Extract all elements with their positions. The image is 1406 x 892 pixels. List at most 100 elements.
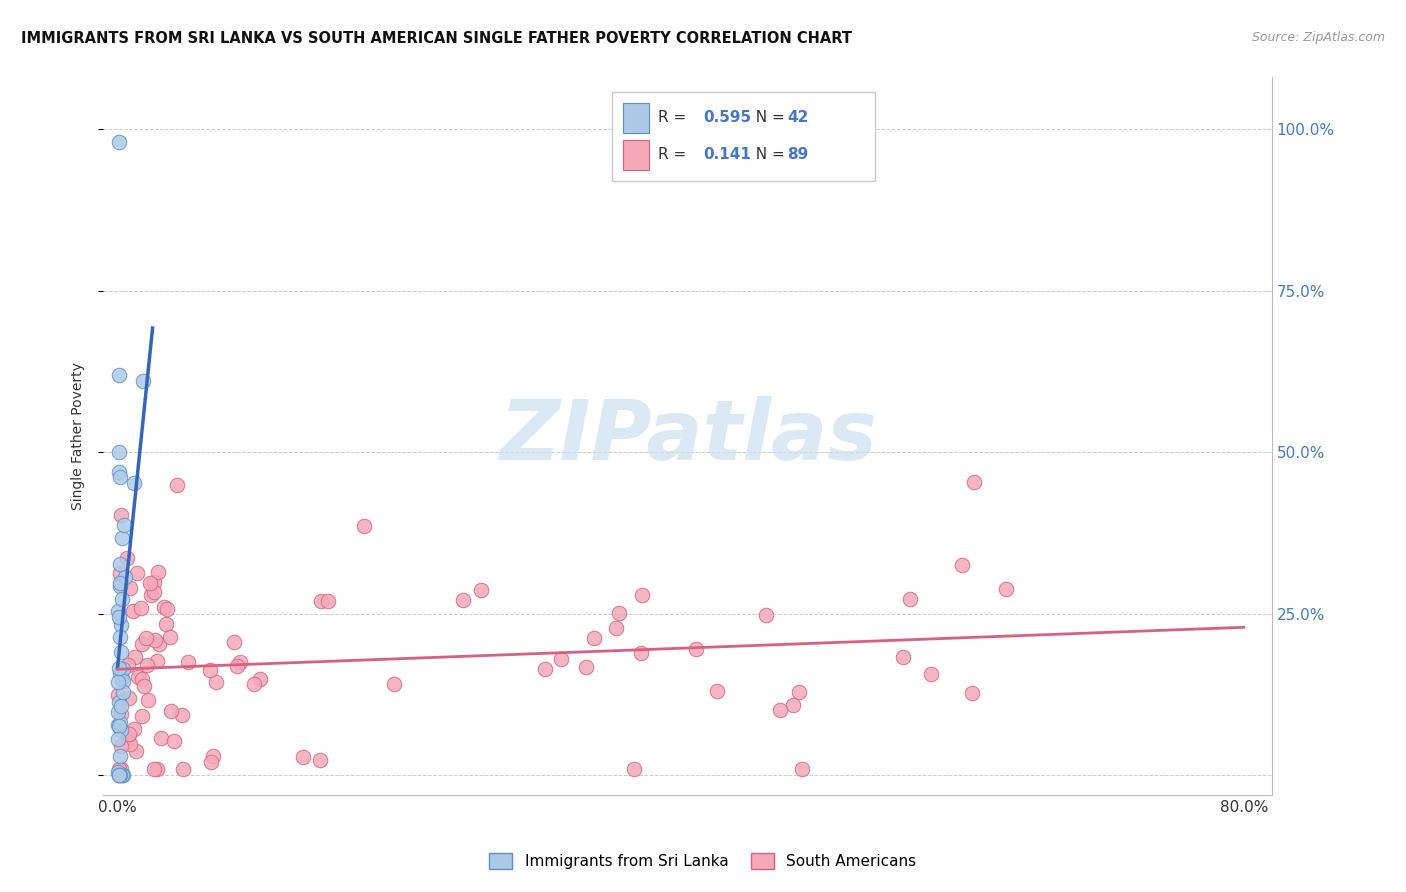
Point: [166, 477, 188, 491]
Point: [630, 646, 652, 660]
Point: [142, 584, 165, 599]
Point: [706, 684, 728, 698]
Point: [107, 688, 129, 702]
Point: [125, 744, 148, 758]
Point: [108, 715, 131, 730]
Point: [316, 594, 339, 608]
Point: [124, 649, 146, 664]
Point: [143, 632, 166, 647]
Point: [131, 637, 153, 651]
Point: [311, 593, 333, 607]
Point: [782, 698, 804, 712]
Point: [108, 630, 131, 644]
Point: [111, 531, 134, 545]
Point: [136, 693, 159, 707]
Point: [172, 762, 194, 776]
Point: [117, 731, 139, 746]
Text: IMMIGRANTS FROM SRI LANKA VS SOUTH AMERICAN SINGLE FATHER POVERTY CORRELATION CH: IMMIGRANTS FROM SRI LANKA VS SOUTH AMERI…: [21, 31, 852, 46]
Point: [129, 600, 152, 615]
Point: [110, 618, 132, 632]
Point: [107, 705, 129, 719]
Point: [108, 470, 131, 484]
Point: [229, 655, 252, 669]
Point: [112, 662, 135, 676]
Point: [200, 755, 222, 769]
Point: [108, 762, 131, 776]
Point: [202, 748, 225, 763]
Text: R =: R =: [658, 147, 696, 162]
Text: 0.595: 0.595: [703, 110, 751, 125]
Point: [550, 652, 572, 666]
Text: ZIPatlas: ZIPatlas: [499, 395, 876, 476]
Point: [135, 657, 157, 672]
Point: [308, 753, 330, 767]
Point: [623, 762, 645, 776]
Point: [110, 645, 132, 659]
Point: [787, 684, 810, 698]
Point: [222, 634, 245, 648]
Point: [148, 566, 170, 580]
Point: [249, 672, 271, 686]
Point: [159, 630, 181, 644]
Point: [108, 566, 131, 581]
Text: Source: ZipAtlas.com: Source: ZipAtlas.com: [1251, 31, 1385, 45]
Point: [108, 579, 131, 593]
Point: [891, 650, 914, 665]
Point: [111, 592, 134, 607]
Point: [382, 677, 405, 691]
Point: [135, 631, 157, 645]
Point: [108, 768, 131, 782]
Point: [534, 662, 557, 676]
Point: [107, 135, 129, 149]
Point: [108, 695, 131, 709]
Point: [108, 661, 131, 675]
Point: [898, 592, 921, 607]
Point: [148, 637, 170, 651]
Text: N =: N =: [747, 110, 790, 125]
Point: [110, 762, 132, 776]
Point: [111, 768, 134, 782]
Point: [960, 686, 983, 700]
Point: [111, 684, 134, 698]
Point: [631, 587, 654, 601]
Point: [226, 659, 249, 673]
Point: [107, 732, 129, 747]
Text: 42: 42: [787, 110, 808, 125]
Point: [122, 722, 145, 736]
Point: [963, 475, 986, 489]
Point: [127, 566, 149, 580]
Point: [108, 768, 131, 782]
Point: [146, 654, 169, 668]
Point: [108, 465, 131, 479]
Point: [769, 703, 792, 717]
Point: [790, 762, 813, 776]
Point: [134, 679, 156, 693]
Point: [107, 765, 129, 780]
FancyBboxPatch shape: [623, 103, 650, 133]
Point: [163, 733, 186, 747]
Text: R =: R =: [658, 110, 692, 125]
Text: 0.141: 0.141: [703, 147, 751, 162]
Point: [755, 607, 778, 622]
Point: [110, 739, 132, 754]
Point: [110, 723, 132, 738]
Point: [292, 750, 315, 764]
Point: [108, 768, 131, 782]
Point: [108, 445, 131, 459]
Point: [107, 368, 129, 382]
Point: [582, 631, 605, 645]
Point: [111, 674, 134, 689]
Point: [685, 642, 707, 657]
Point: [107, 675, 129, 690]
Point: [122, 475, 145, 490]
Point: [132, 374, 155, 388]
Point: [155, 617, 177, 632]
Point: [118, 726, 141, 740]
Point: [198, 664, 221, 678]
Point: [177, 655, 200, 669]
Y-axis label: Single Father Poverty: Single Father Poverty: [72, 362, 86, 510]
Point: [142, 762, 165, 776]
Point: [172, 708, 194, 723]
Point: [470, 583, 492, 598]
Point: [110, 706, 132, 721]
